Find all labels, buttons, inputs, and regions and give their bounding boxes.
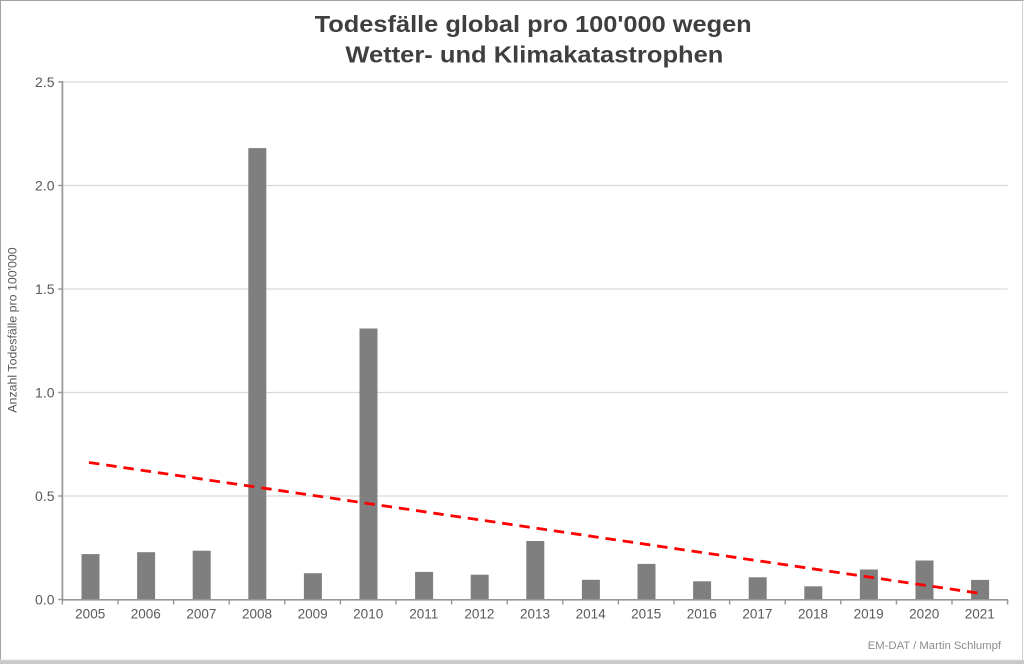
svg-text:2016: 2016 [687,607,717,622]
svg-text:2007: 2007 [186,607,216,622]
svg-text:EM-DAT / Martin Schlumpf: EM-DAT / Martin Schlumpf [868,640,1002,652]
svg-text:2014: 2014 [576,607,607,622]
svg-text:2013: 2013 [520,607,550,622]
svg-text:2020: 2020 [909,607,939,622]
svg-text:2019: 2019 [854,607,884,622]
svg-text:1.0: 1.0 [35,384,55,400]
svg-text:2011: 2011 [409,607,438,622]
svg-text:Todesfälle global pro 100'000: Todesfälle global pro 100'000 wegen [315,11,752,37]
svg-text:2010: 2010 [353,607,383,622]
svg-text:2012: 2012 [464,607,494,622]
svg-text:0.5: 0.5 [35,488,55,504]
svg-text:2005: 2005 [75,607,105,622]
svg-text:2018: 2018 [798,607,828,622]
svg-text:2015: 2015 [631,607,661,622]
svg-text:1.5: 1.5 [35,281,55,297]
svg-text:Anzahl Todesfälle pro 100'000: Anzahl Todesfälle pro 100'000 [6,247,20,413]
svg-text:2.5: 2.5 [35,74,55,90]
svg-text:2009: 2009 [298,607,328,622]
svg-text:2021: 2021 [965,607,995,622]
svg-text:Wetter- und Klimakatastrophen: Wetter- und Klimakatastrophen [345,42,723,68]
svg-text:2.0: 2.0 [35,177,55,193]
svg-text:2006: 2006 [131,607,161,622]
svg-text:0.0: 0.0 [35,591,55,607]
svg-text:2008: 2008 [242,607,272,622]
svg-text:2017: 2017 [742,607,772,622]
